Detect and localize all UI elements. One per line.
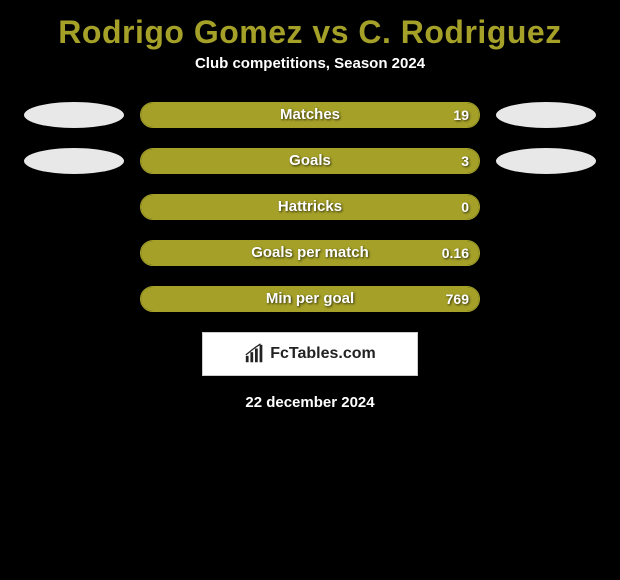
stat-label: Goals [141, 149, 479, 173]
stat-label: Matches [141, 103, 479, 127]
footer-date: 22 december 2024 [0, 394, 620, 411]
page-subtitle: Club competitions, Season 2024 [0, 55, 620, 102]
page-title: Rodrigo Gomez vs C. Rodriguez [0, 6, 620, 55]
left-ellipse-wrap [14, 102, 134, 128]
source-badge[interactable]: FcTables.com [202, 332, 418, 376]
stat-bar: Min per goal769 [140, 286, 480, 312]
stat-label: Min per goal [141, 287, 479, 311]
stat-bar: Hattricks0 [140, 194, 480, 220]
stat-bar: Goals per match0.16 [140, 240, 480, 266]
stat-bar: Matches19 [140, 102, 480, 128]
stat-bar: Goals3 [140, 148, 480, 174]
stat-row: Matches19 [0, 102, 620, 128]
stat-value: 3 [461, 149, 469, 173]
stat-row: Goals3 [0, 148, 620, 174]
stat-value: 769 [446, 287, 469, 311]
player-right-marker [496, 148, 596, 174]
right-ellipse-wrap [486, 102, 606, 128]
source-badge-text: FcTables.com [270, 345, 376, 363]
stat-label: Goals per match [141, 241, 479, 265]
player-left-marker [24, 148, 124, 174]
player-right-marker [496, 102, 596, 128]
right-ellipse-wrap [486, 148, 606, 174]
left-ellipse-wrap [14, 148, 134, 174]
stat-value: 0.16 [442, 241, 469, 265]
stat-row: Goals per match0.16 [0, 240, 620, 266]
chart-bars-icon [244, 343, 266, 365]
comparison-widget: Rodrigo Gomez vs C. Rodriguez Club compe… [0, 0, 620, 411]
stat-label: Hattricks [141, 195, 479, 219]
stats-list: Matches19 Goals3 Hattricks0 Goals per match… [0, 102, 620, 312]
stat-value: 19 [453, 103, 469, 127]
stat-row: Hattricks0 [0, 194, 620, 220]
player-left-marker [24, 102, 124, 128]
stat-row: Min per goal769 [0, 286, 620, 312]
stat-value: 0 [461, 195, 469, 219]
